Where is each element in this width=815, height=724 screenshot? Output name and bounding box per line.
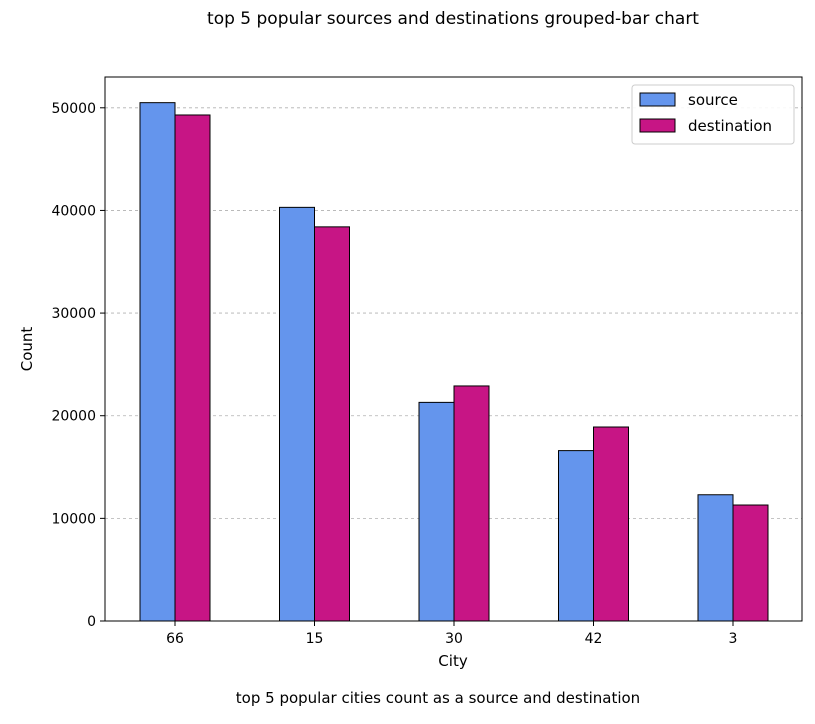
y-tick-label: 20000	[51, 409, 96, 425]
legend-label-destination: destination	[688, 117, 772, 135]
legend-swatch-destination	[639, 118, 676, 133]
x-tick-label: 3	[729, 631, 738, 647]
y-tick-label: 50000	[51, 101, 96, 117]
y-tick-label: 0	[87, 614, 96, 630]
bar-source-66	[139, 102, 176, 622]
x-axis: 66 15 30 42 3	[166, 621, 737, 647]
chart-title: top 5 popular sources and destinations g…	[207, 9, 699, 29]
legend-swatch-source	[639, 92, 676, 107]
bar-source-3	[697, 494, 734, 622]
bar-source-42	[558, 450, 594, 622]
y-axis: 0 10000 20000 30000 40000 50000	[51, 101, 105, 630]
bar-destination-42	[593, 426, 629, 622]
legend: source destination	[631, 84, 795, 145]
x-tick-label: 15	[306, 631, 324, 647]
bar-destination-30	[453, 385, 490, 622]
x-tick-label: 66	[166, 631, 184, 647]
x-tick-label: 30	[445, 631, 463, 647]
bar-destination-3	[732, 504, 769, 622]
bar-destination-66	[174, 114, 211, 622]
x-tick-label: 42	[585, 631, 603, 647]
y-axis-label: Count	[18, 327, 36, 372]
y-tick-label: 30000	[51, 306, 96, 322]
bar-source-15	[279, 206, 315, 622]
x-axis-label: City	[438, 652, 468, 670]
chart-caption: top 5 popular cities count as a source a…	[236, 689, 640, 707]
y-tick-label: 10000	[51, 511, 96, 527]
bar-source-30	[418, 401, 455, 622]
bar-destination-15	[314, 226, 350, 622]
y-tick-label: 40000	[51, 203, 96, 219]
legend-label-source: source	[688, 91, 738, 109]
bars	[139, 102, 769, 622]
